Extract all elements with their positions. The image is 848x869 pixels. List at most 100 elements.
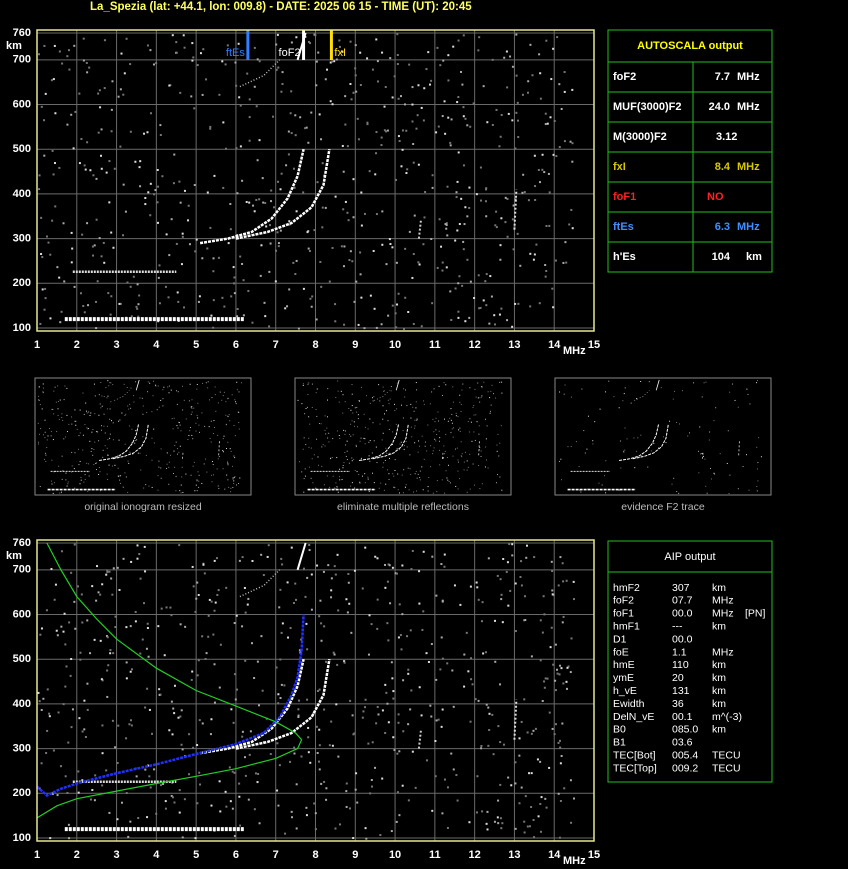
noise-dot bbox=[222, 395, 224, 397]
noise-dot bbox=[50, 480, 52, 482]
noise-dot bbox=[177, 716, 180, 719]
x-tick-label: 14 bbox=[548, 849, 561, 861]
noise-dot bbox=[70, 658, 73, 661]
noise-dot bbox=[355, 90, 358, 93]
noise-dot bbox=[542, 595, 545, 598]
noise-dot bbox=[56, 634, 59, 637]
noise-dot bbox=[241, 730, 244, 733]
noise-dot bbox=[379, 423, 381, 425]
noise-dot bbox=[191, 411, 193, 413]
noise-dot bbox=[170, 454, 172, 456]
noise-dot bbox=[102, 456, 104, 458]
noise-dot bbox=[37, 691, 40, 694]
noise-dot bbox=[77, 791, 80, 794]
noise-dot bbox=[101, 405, 103, 407]
noise-dot bbox=[436, 480, 438, 482]
noise-dot bbox=[279, 229, 282, 232]
row-value: 104 bbox=[712, 251, 731, 263]
noise-dot bbox=[444, 223, 447, 226]
noise-dot bbox=[100, 381, 102, 383]
noise-dot bbox=[171, 418, 173, 420]
row-value: 3.12 bbox=[716, 131, 737, 143]
noise-dot bbox=[496, 450, 498, 452]
noise-dot bbox=[219, 391, 221, 393]
noise-dot bbox=[191, 42, 194, 45]
noise-dot bbox=[73, 285, 76, 288]
y-tick-label: 760 bbox=[13, 27, 31, 39]
noise-dot bbox=[350, 98, 353, 101]
noise-dot bbox=[344, 401, 346, 403]
noise-dot bbox=[330, 458, 332, 460]
noise-dot bbox=[468, 186, 471, 189]
noise-dot bbox=[106, 569, 109, 572]
noise-dot bbox=[174, 466, 176, 468]
noise-dot bbox=[381, 51, 384, 54]
y-tick-label: 300 bbox=[13, 233, 31, 245]
noise-dot bbox=[445, 222, 448, 225]
noise-dot bbox=[502, 558, 505, 561]
noise-dot bbox=[401, 474, 403, 476]
noise-dot bbox=[635, 398, 637, 400]
noise-dot bbox=[441, 657, 444, 660]
noise-dot bbox=[57, 385, 59, 387]
noise-dot bbox=[427, 660, 430, 663]
noise-dot bbox=[318, 422, 320, 424]
noise-dot bbox=[487, 557, 490, 560]
noise-dot bbox=[280, 683, 283, 686]
noise-dot bbox=[388, 473, 390, 475]
row-label: h'Es bbox=[613, 251, 636, 263]
noise-dot bbox=[460, 70, 463, 73]
noise-dot bbox=[416, 419, 418, 421]
noise-dot bbox=[144, 768, 147, 771]
noise-dot bbox=[352, 837, 355, 840]
noise-dot bbox=[185, 473, 187, 475]
noise-dot bbox=[181, 748, 184, 751]
noise-dot bbox=[302, 191, 305, 194]
noise-dot bbox=[397, 489, 399, 491]
noise-dot bbox=[599, 408, 601, 410]
noise-dot bbox=[45, 461, 47, 463]
noise-dot bbox=[469, 585, 472, 588]
noise-dot bbox=[485, 418, 487, 420]
noise-dot bbox=[418, 440, 420, 442]
noise-dot bbox=[183, 189, 186, 192]
noise-dot bbox=[102, 449, 104, 451]
noise-dot bbox=[153, 442, 155, 444]
noise-dot bbox=[439, 668, 442, 671]
noise-dot bbox=[451, 669, 454, 672]
noise-dot bbox=[544, 677, 547, 680]
noise-dot bbox=[402, 430, 404, 432]
noise-dot bbox=[368, 455, 370, 457]
row-value: 7.7 bbox=[715, 71, 730, 83]
noise-dot bbox=[469, 453, 471, 455]
y-tick-label: 400 bbox=[13, 188, 31, 200]
aip-cell: 20 bbox=[672, 672, 684, 684]
noise-dot bbox=[227, 464, 229, 466]
noise-dot bbox=[569, 671, 572, 674]
noise-dot bbox=[541, 153, 544, 156]
noise-dot bbox=[316, 564, 319, 567]
x-tick-label: 8 bbox=[312, 849, 318, 861]
noise-dot bbox=[305, 126, 308, 129]
noise-dot bbox=[201, 257, 204, 260]
noise-dot bbox=[187, 219, 190, 222]
noise-dot bbox=[247, 798, 250, 801]
noise-dot bbox=[231, 807, 234, 810]
noise-dot bbox=[277, 66, 280, 69]
noise-dot bbox=[136, 283, 139, 286]
aip-cell: 307 bbox=[672, 582, 690, 594]
noise-dot bbox=[367, 478, 369, 480]
noise-dot bbox=[446, 786, 449, 789]
noise-dot bbox=[192, 465, 194, 467]
noise-dot bbox=[53, 598, 56, 601]
noise-dot bbox=[270, 200, 273, 203]
noise-dot bbox=[72, 147, 75, 150]
noise-dot bbox=[466, 215, 469, 218]
noise-dot bbox=[485, 304, 488, 307]
noise-dot bbox=[361, 716, 364, 719]
noise-dot bbox=[297, 716, 300, 719]
noise-dot bbox=[409, 468, 411, 470]
noise-dot bbox=[147, 655, 150, 658]
noise-dot bbox=[166, 463, 168, 465]
noise-dot bbox=[87, 304, 90, 307]
